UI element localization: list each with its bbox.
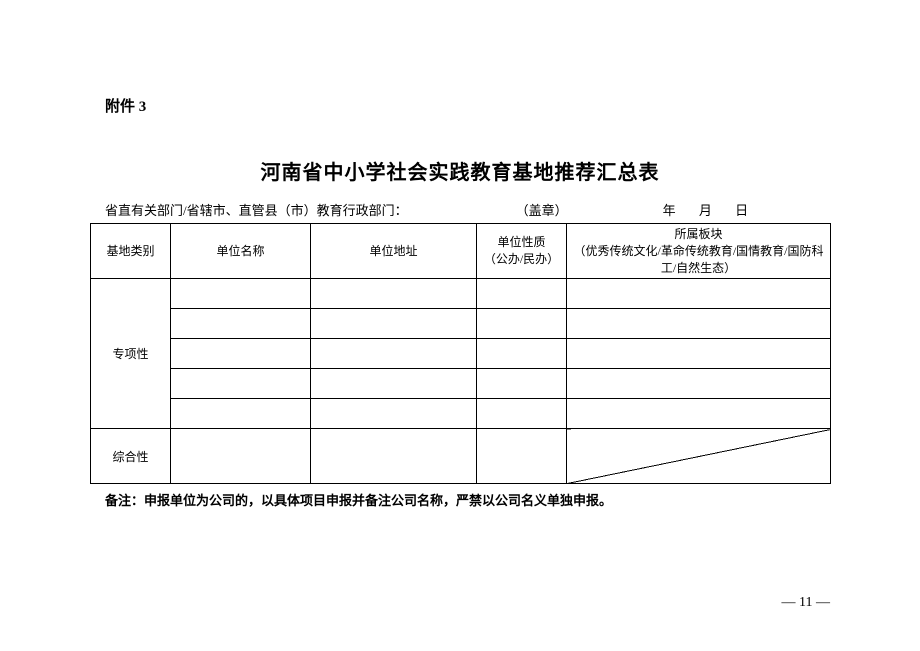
subtitle-seal: （盖章） — [516, 200, 568, 219]
header-section-line2: （优秀传统文化/革命传统教育/国情教育/国防科工/自然生态） — [569, 243, 828, 277]
table-cell — [311, 339, 477, 369]
table-row — [91, 399, 831, 429]
header-unit-name: 单位名称 — [171, 224, 311, 279]
table-cell — [477, 369, 567, 399]
table-row — [91, 309, 831, 339]
table-cell — [477, 429, 567, 484]
table-row — [91, 339, 831, 369]
table-cell — [171, 339, 311, 369]
header-nature-line2: （公办/民办） — [479, 251, 564, 268]
table-header-row: 基地类别 单位名称 单位地址 单位性质 （公办/民办） 所属板块 （优秀传统文化… — [91, 224, 831, 279]
table-cell — [567, 279, 831, 309]
table-row-composite: 综合性 — [91, 429, 831, 484]
cell-category-special: 专项性 — [91, 279, 171, 429]
table-cell — [311, 369, 477, 399]
table-cell — [171, 309, 311, 339]
date-day-label: 日 — [735, 203, 749, 218]
diagonal-cell — [567, 429, 831, 484]
table-cell — [477, 309, 567, 339]
header-unit-nature: 单位性质 （公办/民办） — [477, 224, 567, 279]
header-unit-address: 单位地址 — [311, 224, 477, 279]
summary-table: 基地类别 单位名称 单位地址 单位性质 （公办/民办） 所属板块 （优秀传统文化… — [90, 223, 831, 484]
table-cell — [567, 309, 831, 339]
header-category: 基地类别 — [91, 224, 171, 279]
note-text: 备注：申报单位为公司的，以具体项目申报并备注公司名称，严禁以公司名义单独申报。 — [90, 490, 830, 509]
subtitle-department: 省直有关部门/省辖市、直管县（市）教育行政部门： — [105, 200, 408, 219]
table-cell — [311, 399, 477, 429]
table-cell — [477, 399, 567, 429]
table-cell — [171, 279, 311, 309]
table-cell — [567, 339, 831, 369]
header-nature-line1: 单位性质 — [479, 234, 564, 251]
header-section-line1: 所属板块 — [569, 226, 828, 243]
header-section: 所属板块 （优秀传统文化/革命传统教育/国情教育/国防科工/自然生态） — [567, 224, 831, 279]
table-cell — [311, 279, 477, 309]
attachment-label: 附件 3 — [105, 95, 830, 116]
page-title: 河南省中小学社会实践教育基地推荐汇总表 — [90, 156, 830, 185]
date-month-label: 月 — [699, 203, 713, 218]
cell-category-composite: 综合性 — [91, 429, 171, 484]
subtitle-date: 年 月 日 — [663, 200, 768, 219]
table-cell — [311, 429, 477, 484]
table-cell — [567, 399, 831, 429]
table-cell — [477, 339, 567, 369]
subtitle-row: 省直有关部门/省辖市、直管县（市）教育行政部门： （盖章） 年 月 日 — [90, 200, 830, 219]
table-cell — [171, 399, 311, 429]
date-year-label: 年 — [663, 203, 677, 218]
table-cell — [171, 369, 311, 399]
table-cell — [171, 429, 311, 484]
table-cell — [567, 369, 831, 399]
table-cell — [477, 279, 567, 309]
table-row — [91, 369, 831, 399]
page-number: — 11 — — [782, 595, 830, 611]
table-cell — [311, 309, 477, 339]
table-row: 专项性 — [91, 279, 831, 309]
